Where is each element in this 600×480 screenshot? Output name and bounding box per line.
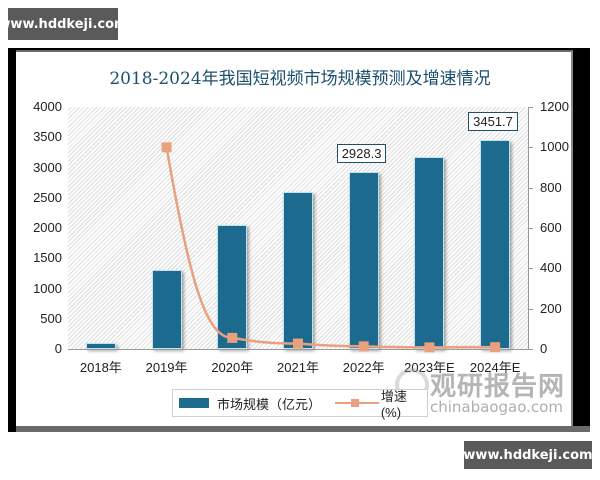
legend-line-label: 增速(%) xyxy=(380,389,407,420)
x-axis-line xyxy=(68,349,528,350)
x-tick-label: 2019年 xyxy=(145,360,188,375)
y-left-tick: 2500 xyxy=(33,189,62,205)
source-url: chinabaogao.com xyxy=(430,398,563,416)
bar xyxy=(414,157,445,349)
y-right-tick: 600 xyxy=(540,220,562,235)
y-right-tick-mark xyxy=(528,268,533,270)
frame-shadow xyxy=(16,426,590,432)
y-left-tick: 1500 xyxy=(33,250,62,266)
y-right-tick-mark xyxy=(528,228,533,229)
y-right-tick-mark xyxy=(528,308,533,310)
bar xyxy=(348,171,379,349)
y-right-tick: 800 xyxy=(540,179,562,195)
y-right-tick: 400 xyxy=(540,260,562,276)
x-tick-label: 2021年 xyxy=(277,360,319,375)
y-right-tick: 0 xyxy=(540,341,548,356)
y-right-tick-mark xyxy=(528,349,533,350)
watermark-bottom: www.hddkeji.com xyxy=(463,441,593,469)
chart-title: 2018-2024年我国短视频市场规模预测及增速情况 xyxy=(109,69,491,89)
y-left-tick: 500 xyxy=(40,310,62,326)
y-left-tick: 0 xyxy=(54,341,62,356)
y-right-tick: 1200 xyxy=(540,99,569,114)
bar xyxy=(85,342,116,349)
legend-bar-label: 市场规模（亿元） xyxy=(216,396,321,412)
bar xyxy=(217,224,248,349)
bar-legend-swatch-icon xyxy=(179,398,209,408)
source-watermark: 观研报告网 xyxy=(430,372,566,402)
y-left-tick: 4000 xyxy=(33,99,62,114)
y-left-tick: 1000 xyxy=(33,280,62,296)
y-right-tick-mark xyxy=(528,187,533,189)
x-tick-label: 2018年 xyxy=(79,360,122,375)
data-label: 3451.7 xyxy=(468,112,518,132)
x-tick-label: 2024年E xyxy=(469,360,521,375)
y-left-tick: 3500 xyxy=(33,129,62,145)
bar xyxy=(283,191,313,349)
x-tick-label: 2020年 xyxy=(211,360,254,375)
bar xyxy=(151,270,182,349)
x-tick-label: 2022年 xyxy=(342,360,385,375)
line-legend-marker-icon xyxy=(334,398,379,408)
y-right-tick: 200 xyxy=(540,300,562,316)
y-right-tick: 1000 xyxy=(540,139,569,155)
y-right-tick-mark xyxy=(528,107,533,108)
y-left-tick: 3000 xyxy=(33,159,62,175)
legend: 市场规模（亿元） 增速(%) xyxy=(172,389,428,420)
data-label: 2928.3 xyxy=(336,143,387,163)
y-left-tick: 2000 xyxy=(33,220,62,235)
y-right-tick-mark xyxy=(528,147,533,149)
watermark-top: www.hddkeji.com xyxy=(0,8,128,40)
y-axis-right-line xyxy=(528,107,529,350)
